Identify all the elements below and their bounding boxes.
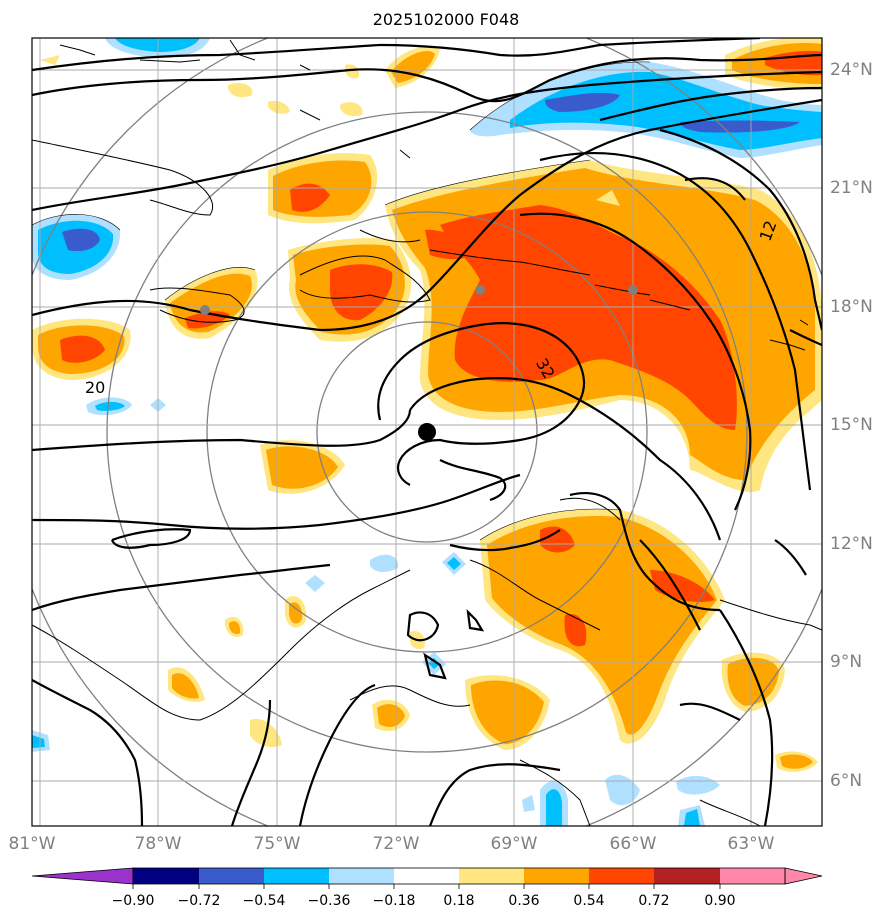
lon-label-72w: 72°W — [372, 834, 420, 854]
colorbar-tick-label: −0.18 — [372, 893, 416, 909]
colorbar-tick-label: 0.18 — [443, 893, 475, 909]
lon-label-75w: 75°W — [253, 834, 301, 854]
coastlines — [32, 39, 822, 826]
lon-label-63w: 63°W — [727, 834, 775, 854]
colorbar-tick-label: 0.72 — [638, 893, 670, 909]
lon-label-78w: 78°W — [134, 834, 182, 854]
lat-label-12n: 12°N — [830, 534, 873, 554]
colorbar-tick-label: −0.90 — [111, 893, 155, 909]
colorbar — [31, 867, 823, 889]
lat-label-6n: 6°N — [830, 771, 863, 791]
lon-label-66w: 66°W — [609, 834, 657, 854]
lat-label-21n: 21°N — [830, 178, 873, 198]
colorbar-tick-label: 0.54 — [573, 893, 605, 909]
lat-label-15n: 15°N — [830, 415, 873, 435]
map-frame — [31, 37, 823, 827]
lat-label-24n: 24°N — [830, 60, 873, 80]
colorbar-tick-label: −0.72 — [177, 893, 221, 909]
range-rings — [32, 38, 822, 826]
lat-label-9n: 9°N — [830, 652, 863, 672]
colorbar-tick-label: 0.36 — [508, 893, 540, 909]
lon-label-81w: 81°W — [8, 834, 56, 854]
lon-label-69w: 69°W — [490, 834, 538, 854]
map-title: 2025102000 F048 — [372, 10, 520, 29]
colorbar-tick-label: −0.36 — [307, 893, 351, 909]
colorbar-tick-label: −0.54 — [242, 893, 286, 909]
colorbar-tick-label: 0.90 — [704, 893, 736, 909]
height-contours — [32, 38, 822, 826]
anomaly-outlines — [32, 61, 651, 541]
colorbar-max-extension — [784, 867, 823, 885]
storm-center-marker — [418, 423, 436, 441]
lat-label-18n: 18°N — [830, 297, 873, 317]
contour-label-20: 20 — [85, 378, 105, 397]
city-markers — [200, 285, 638, 315]
colorbar-min-extension — [31, 867, 134, 885]
